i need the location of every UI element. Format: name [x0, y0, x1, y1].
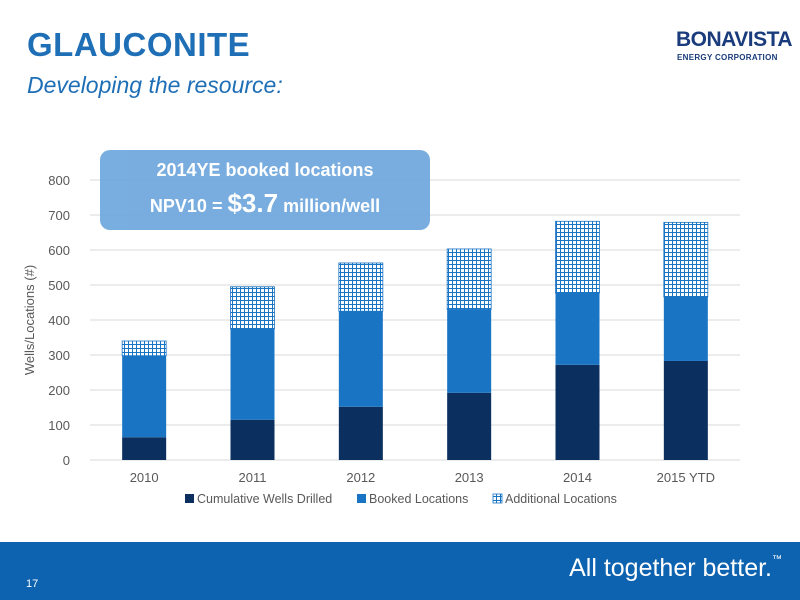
legend-swatch [185, 494, 194, 503]
bar-2013-series-2 [446, 248, 492, 310]
bar-2015-ytd-series-2 [663, 221, 709, 298]
y-axis-label: Wells/Locations (#) [22, 265, 37, 375]
y-tick-label: 100 [48, 418, 70, 433]
bar-2013-series-1 [447, 309, 492, 393]
legend-label: Booked Locations [369, 492, 468, 506]
callout-value: $3.7 [227, 188, 279, 218]
bar-2014-series-2 [555, 220, 600, 294]
x-tick-labels: 2010 2011 2012 2013 2014 2015 YTD [130, 470, 715, 485]
footer-bar: 17 All together better.™ [0, 542, 800, 600]
bar-2014-series-0 [555, 364, 600, 460]
legend-swatch [357, 494, 366, 503]
y-tick-label: 200 [48, 383, 70, 398]
y-tick-label: 400 [48, 313, 70, 328]
y-tick-label: 500 [48, 278, 70, 293]
x-tick-label: 2015 YTD [657, 470, 715, 485]
legend-label: Additional Locations [505, 492, 617, 506]
company-logo: BONAVISTA ENERGY CORPORATION [676, 28, 793, 68]
y-tick-label: 800 [48, 173, 70, 188]
y-tick-label: 0 [63, 453, 70, 468]
legend-label: Cumulative Wells Drilled [197, 492, 332, 506]
bar-2011-series-1 [230, 328, 275, 420]
bar-2012-series-1 [338, 311, 383, 407]
logo-name: BONAVISTA [676, 28, 793, 51]
page-subtitle: Developing the resource: [27, 72, 283, 98]
callout-prefix: NPV10 = [149, 196, 228, 216]
y-tick-labels: 0 100 200 300 400 500 600 700 800 [48, 173, 70, 468]
y-tick-label: 600 [48, 243, 70, 258]
logo-subtitle: ENERGY CORPORATION [677, 53, 778, 62]
bar-2011-series-0 [230, 419, 275, 460]
tagline-text: All together better. [569, 554, 772, 582]
x-tick-label: 2012 [346, 470, 375, 485]
bar-2012-series-2 [338, 262, 384, 312]
x-tick-label: 2011 [239, 470, 267, 485]
x-tick-label: 2013 [455, 470, 484, 485]
trademark-mark: ™ [772, 554, 782, 565]
npv-callout: 2014YE booked locations NPV10 = $3.7 mil… [100, 150, 430, 230]
y-tick-label: 700 [48, 208, 70, 223]
x-tick-label: 2010 [130, 470, 159, 485]
bar-2014-series-1 [555, 293, 600, 365]
bar-2010-series-0 [122, 437, 167, 460]
callout-line-1: 2014YE booked locations [156, 160, 374, 180]
bar-2012-series-0 [338, 406, 383, 460]
bar-2015-ytd-series-0 [663, 360, 708, 460]
bars [121, 220, 709, 460]
page-title: GLAUCONITE [27, 26, 251, 63]
callout-line-2: NPV10 = $3.7 million/well [100, 188, 430, 219]
y-tick-label: 300 [48, 348, 70, 363]
callout-suffix: million/well [278, 196, 381, 216]
x-tick-label: 2014 [563, 470, 592, 485]
legend-swatch [492, 493, 503, 504]
legend: Cumulative Wells Drilled Booked Locations… [185, 492, 617, 506]
bar-2011-series-2 [230, 286, 275, 330]
bar-2010-series-1 [122, 355, 167, 438]
bar-2015-ytd-series-1 [663, 296, 708, 361]
bar-2010-series-2 [121, 340, 167, 357]
page-number: 17 [26, 578, 39, 590]
tagline: All together better.™ [569, 554, 782, 583]
bar-2013-series-0 [447, 392, 492, 460]
